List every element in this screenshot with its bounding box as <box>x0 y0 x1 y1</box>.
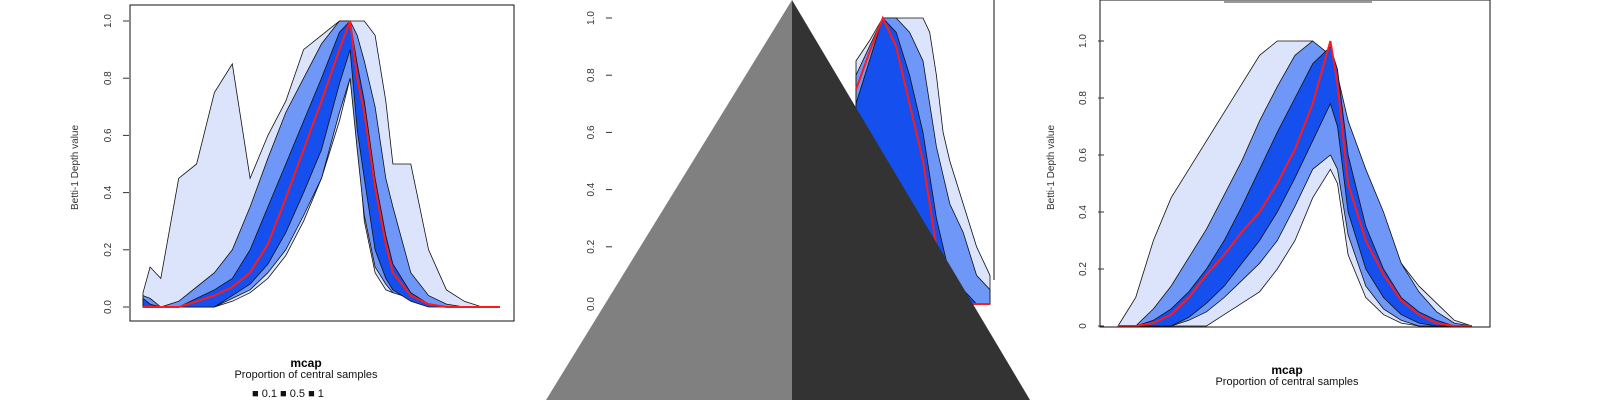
caption-sub-left: Proportion of central samples <box>234 369 378 381</box>
panel-left: 0.0 0.2 0.4 0.6 0.8 1.0 Betti-1 Depth value m… <box>70 4 515 400</box>
y-tick-label: 0.0 <box>586 297 597 311</box>
y-axis-right: 0 0.2 0.4 0.6 0.8 1.0 <box>1078 34 1104 329</box>
y-tick-label: 0.6 <box>586 125 597 139</box>
y-tick-label: 1.0 <box>586 11 597 25</box>
bands-left <box>142 20 500 308</box>
triangle-overlay-light-face <box>546 0 792 400</box>
y-tick-label: 0.8 <box>1078 91 1089 105</box>
y-tick-label: 0.6 <box>103 128 114 142</box>
y-axis-label-left: Betti-1 Depth value <box>70 125 81 210</box>
y-tick-label: 0.6 <box>1078 148 1089 162</box>
bands-right <box>1117 40 1473 327</box>
y-tick-label: 0 <box>1078 323 1089 329</box>
caption-title-left: mcap <box>290 356 321 370</box>
y-tick-label: 1.0 <box>103 14 114 28</box>
y-tick-label: 0.0 <box>103 300 114 314</box>
triangle-overlay-icon <box>546 0 1030 400</box>
legend-partial-left: ■ 0.1 ■ 0.5 ■ 1 <box>252 388 324 400</box>
plot-frame-right <box>1099 0 1491 328</box>
triangle-overlay-dark-face <box>792 0 1030 400</box>
y-tick-label: 0.2 <box>586 239 597 253</box>
median-curve <box>1118 40 1472 327</box>
y-tick-label: 0.2 <box>103 242 114 256</box>
y-tick-label: 0.4 <box>1078 205 1089 219</box>
y-tick-label: 0.8 <box>103 71 114 85</box>
y-tick-label: 0.2 <box>1078 262 1089 276</box>
y-tick-label: 0.4 <box>103 185 114 199</box>
band-01-area <box>1118 45 1472 327</box>
y-tick-label: 1.0 <box>1078 34 1089 48</box>
median-curve <box>143 20 500 308</box>
y-axis-middle: 0.0 0.2 0.4 0.6 0.8 1.0 <box>586 11 612 311</box>
y-axis-left: 0.0 0.2 0.4 0.6 0.8 1.0 <box>103 14 129 314</box>
plot-frame-left <box>129 4 515 322</box>
panel-right: 0 0.2 0.4 0.6 0.8 1.0 Betti-1 Depth value mca… <box>1046 0 1491 388</box>
y-axis-label-right: Betti-1 Depth value <box>1046 125 1057 210</box>
y-tick-label: 0.8 <box>586 68 597 82</box>
caption-title-right: mcap <box>1271 363 1302 377</box>
y-tick-label: 0.4 <box>586 182 597 196</box>
caption-sub-right: Proportion of central samples <box>1215 376 1359 388</box>
